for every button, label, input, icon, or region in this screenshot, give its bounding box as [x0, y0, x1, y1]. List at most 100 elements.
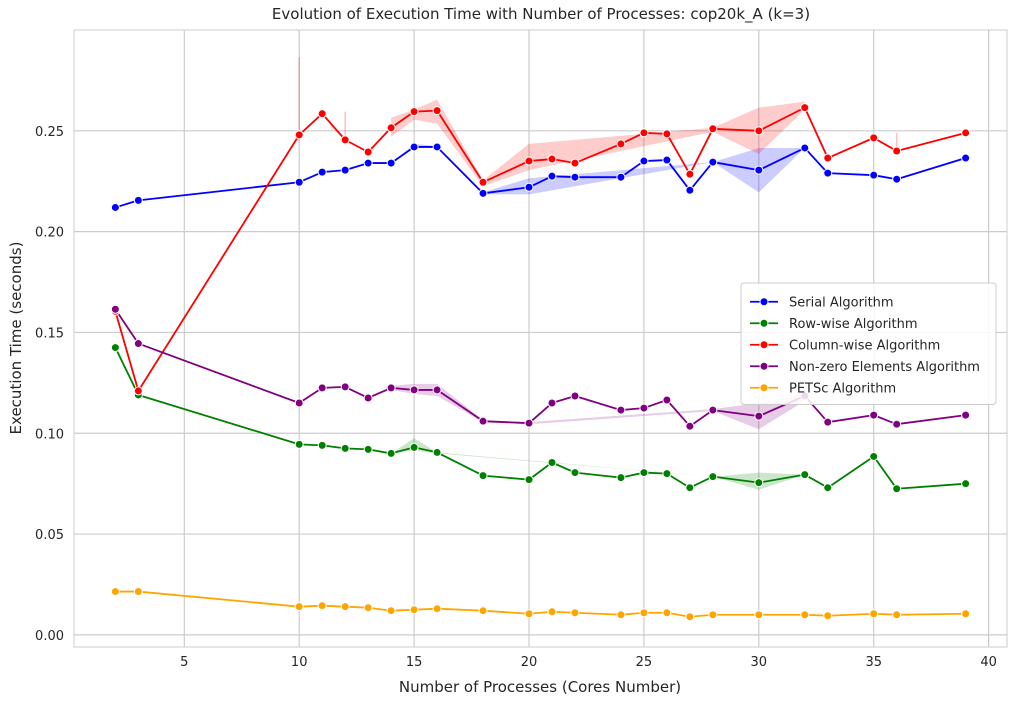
row-wise-algorithm-point [685, 483, 695, 493]
column-wise-algorithm-legend-marker [759, 340, 769, 350]
column-wise-algorithm-point [754, 126, 764, 136]
y-tick-label: 0.10 [35, 427, 64, 442]
x-tick-label: 30 [751, 655, 768, 670]
serial-algorithm-point [616, 172, 626, 182]
serial-algorithm-point [547, 171, 557, 181]
non-zero-elements-algorithm-point [432, 385, 442, 395]
serial-algorithm-point [685, 185, 695, 195]
serial-algorithm-point [478, 188, 488, 198]
petsc-algorithm-point [800, 610, 810, 620]
column-wise-algorithm-point [478, 177, 488, 187]
row-wise-algorithm-point [570, 468, 580, 478]
non-zero-elements-algorithm-point [110, 304, 120, 314]
row-wise-algorithm-point [662, 469, 672, 479]
petsc-algorithm-point [386, 606, 396, 616]
petsc-algorithm-point [662, 608, 672, 618]
confidence-bands [391, 99, 805, 490]
series-points [110, 103, 971, 622]
petsc-algorithm-point [869, 609, 879, 619]
serial-algorithm-point [800, 143, 810, 153]
row-wise-algorithm-point [478, 471, 488, 481]
column-wise-algorithm-point [363, 147, 373, 157]
non-zero-elements-algorithm-point [363, 393, 373, 403]
non-zero-elements-algorithm-point [662, 395, 672, 405]
row-wise-algorithm-point [639, 468, 649, 478]
non-zero-elements-algorithm-point [386, 383, 396, 393]
column-wise-algorithm-point [409, 107, 419, 117]
non-zero-elements-algorithm-legend-label: Non-zero Elements Algorithm [789, 360, 980, 375]
column-wise-algorithm-point [317, 109, 327, 119]
row-wise-algorithm-point [432, 447, 442, 457]
serial-algorithm-legend-marker [759, 297, 769, 307]
row-wise-algorithm-legend-marker [759, 318, 769, 328]
y-axis-label: Execution Time (seconds) [7, 242, 25, 435]
serial-algorithm-point [340, 165, 350, 175]
serial-algorithm-point [823, 168, 833, 178]
petsc-algorithm-point [639, 608, 649, 618]
row-wise-algorithm-point [524, 475, 534, 485]
row-wise-algorithm-point [110, 343, 120, 353]
non-zero-elements-algorithm-point [961, 410, 971, 420]
row-wise-algorithm-point [409, 442, 419, 452]
column-wise-algorithm-point [639, 128, 649, 138]
petsc-algorithm-point [570, 608, 580, 618]
non-zero-elements-algorithm-point [133, 339, 143, 349]
serial-algorithm-point [961, 153, 971, 163]
serial-algorithm-point [363, 158, 373, 168]
column-wise-algorithm-point [662, 129, 672, 139]
serial-algorithm-point [133, 195, 143, 205]
column-wise-algorithm-legend-label: Column-wise Algorithm [789, 338, 940, 353]
non-zero-elements-algorithm-point [892, 419, 902, 429]
row-wise-algorithm-point [340, 443, 350, 453]
serial-algorithm-point [432, 142, 442, 152]
column-wise-algorithm-point [133, 386, 143, 396]
petsc-algorithm-point [317, 601, 327, 611]
column-wise-algorithm-point [823, 153, 833, 163]
petsc-algorithm-point [616, 610, 626, 620]
petsc-algorithm-point [409, 605, 419, 615]
y-tick-label: 0.05 [35, 528, 64, 543]
petsc-algorithm-point [685, 612, 695, 622]
y-tick-label: 0.15 [35, 326, 64, 341]
chart-title: Evolution of Execution Time with Number … [272, 5, 810, 24]
non-zero-elements-algorithm-point [708, 405, 718, 415]
column-wise-algorithm-point [386, 123, 396, 133]
legend-box [740, 282, 997, 405]
x-tick-label: 25 [636, 655, 653, 670]
non-zero-elements-algorithm-legend-marker [759, 361, 769, 371]
petsc-algorithm-point [754, 610, 764, 620]
row-wise-algorithm-point [386, 448, 396, 458]
column-wise-algorithm-point [892, 146, 902, 156]
row-wise-algorithm-point [823, 483, 833, 493]
petsc-algorithm-legend-marker [759, 383, 769, 393]
non-zero-elements-algorithm-point [524, 418, 534, 428]
non-zero-elements-algorithm-point [639, 403, 649, 413]
petsc-algorithm-point [961, 609, 971, 619]
y-tick-label: 0.00 [35, 629, 64, 644]
y-tick-label: 0.25 [35, 125, 64, 140]
row-wise-algorithm-point [961, 479, 971, 489]
column-wise-algorithm-point [685, 169, 695, 179]
row-wise-algorithm-point [616, 473, 626, 483]
column-wise-algorithm-point [340, 135, 350, 145]
serial-algorithm-point [892, 174, 902, 184]
non-zero-elements-algorithm-point [570, 391, 580, 401]
x-tick-labels: 5 10 15 20 25 30 35 40 [180, 655, 997, 670]
serial-algorithm-point [317, 167, 327, 177]
petsc-algorithm-point [478, 606, 488, 616]
petsc-algorithm-point [708, 610, 718, 620]
row-wise-algorithm-point [317, 440, 327, 450]
column-wise-algorithm-point [432, 106, 442, 116]
row-wise-algorithm-point [547, 458, 557, 468]
row-wise-algorithm-point [869, 451, 879, 461]
petsc-algorithm-point [432, 604, 442, 614]
serial-algorithm-point [294, 177, 304, 187]
x-tick-label: 20 [521, 655, 538, 670]
non-zero-elements-algorithm-point [869, 410, 879, 420]
petsc-algorithm-point [547, 607, 557, 617]
column-wise-algorithm-point [800, 103, 810, 113]
column-wise-algorithm-point [294, 130, 304, 140]
row-wise-algorithm-point [892, 484, 902, 494]
non-zero-elements-algorithm-point [754, 411, 764, 421]
